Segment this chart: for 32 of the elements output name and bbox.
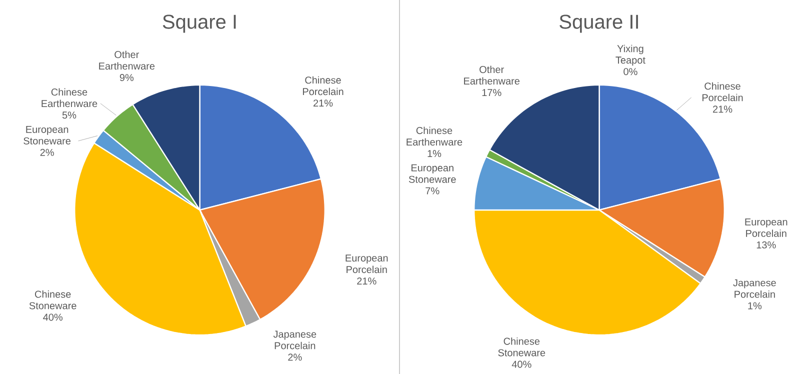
data-label: 21% (713, 106, 732, 113)
slice-label: Chinese Earthenware (42, 88, 98, 108)
slice-label: Chinese Porcelain (702, 82, 743, 102)
chart-title: Square I (162, 14, 236, 33)
slice-label: Chinese Earthenware (406, 126, 462, 146)
data-label: 13% (756, 241, 776, 248)
category-label: Yixing Teapot (616, 44, 646, 66)
data-label: 9% (120, 74, 134, 82)
data-label: 40% (512, 360, 532, 368)
slice-label: European Stoneware (408, 164, 456, 183)
slice-label: Chinese Porcelain (302, 76, 344, 96)
slice-label: European Stoneware (24, 126, 71, 144)
data-label: 2% (288, 354, 302, 361)
data-label: 1% (748, 302, 762, 310)
slice-label: Other Earthenware (464, 66, 520, 85)
data-label: 40% (43, 314, 63, 321)
data-label: 5% (62, 112, 76, 119)
data-label: 7% (426, 187, 440, 194)
slice-label: Chinese Stoneware (498, 337, 546, 356)
slice-label: Other Earthenware (99, 50, 155, 70)
slice-label: Japanese Porcelain (273, 330, 316, 350)
data-label: 21% (357, 277, 376, 285)
slice-label: Japanese Porcelain (733, 279, 776, 298)
data-label: 1% (428, 150, 442, 158)
chart-title: Square II (560, 14, 638, 33)
data-label: 21% (314, 100, 333, 107)
text: 0% (624, 68, 638, 76)
data-label: 2% (40, 148, 54, 156)
slice-label: European Porcelain (346, 254, 388, 274)
slice-label: European Porcelain (745, 218, 788, 237)
data-label: 17% (482, 89, 502, 96)
slice-label: Chinese Stoneware (29, 290, 76, 310)
